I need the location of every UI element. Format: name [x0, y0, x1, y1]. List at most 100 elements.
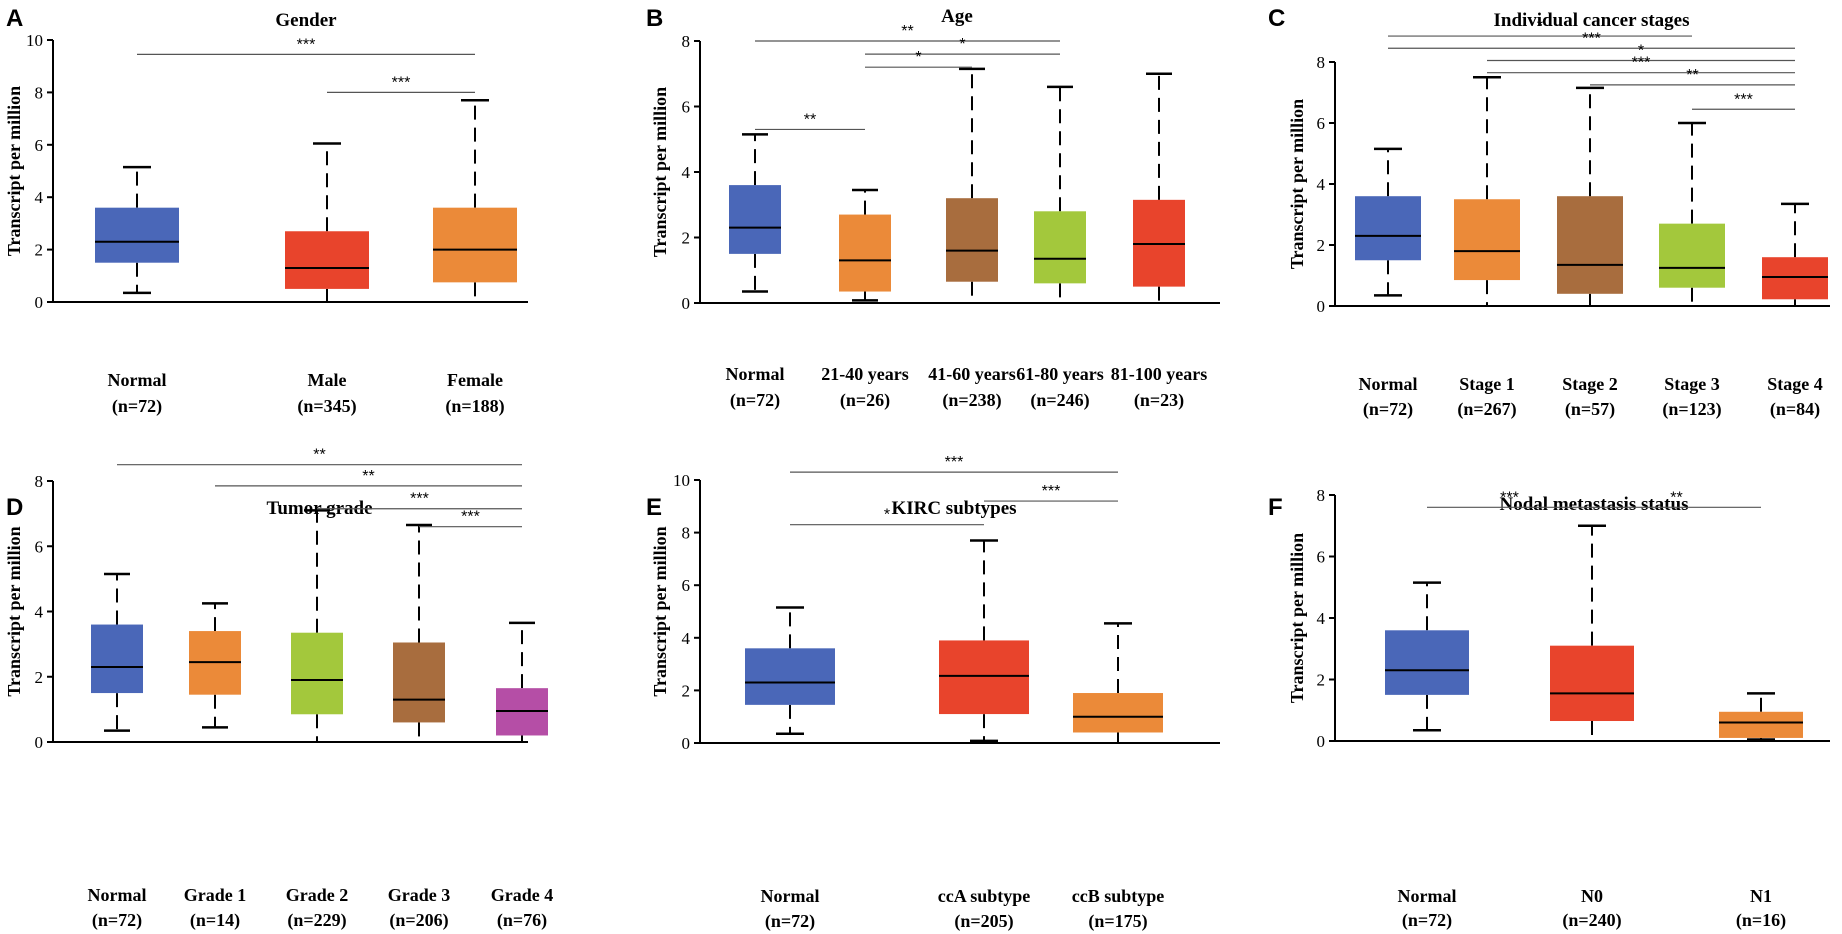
sample-size-label: (n=229)	[287, 910, 346, 931]
sample-size-label: (n=72)	[92, 910, 142, 931]
category-label: Stage 3	[1664, 374, 1720, 394]
iqr-box	[939, 640, 1029, 715]
sample-size-label: (n=72)	[765, 911, 815, 932]
panel-title: Nodal metastasis status	[1500, 494, 1689, 515]
box-stage-4	[1762, 202, 1828, 306]
category-label: 41-60 years	[928, 364, 1015, 384]
sample-size-label: (n=345)	[297, 396, 356, 417]
iqr-box	[291, 632, 343, 715]
panel-letter: F	[1268, 494, 1283, 521]
panel-F: F Nodal metastasis status Transcript per m…	[1268, 486, 1830, 931]
sample-size-label: (n=72)	[730, 390, 780, 411]
sample-size-label: (n=26)	[840, 390, 890, 411]
significance-label: *	[915, 49, 921, 66]
y-tick-label: 4	[1317, 175, 1326, 194]
sample-size-label: (n=14)	[190, 910, 240, 931]
y-tick-label: 10	[673, 471, 690, 490]
box-normal	[95, 165, 179, 295]
panel-letter: C	[1268, 5, 1285, 32]
y-tick-label: 6	[682, 98, 691, 117]
category-label: N1	[1750, 886, 1772, 906]
category-label: Grade 3	[388, 885, 451, 905]
panel-C: C Individual cancer stages Transcript per …	[1268, 5, 1830, 420]
y-tick-label: 4	[682, 163, 691, 182]
significance-label: ***	[1734, 91, 1753, 108]
box-n0	[1550, 524, 1634, 741]
y-tick-label: 6	[35, 136, 44, 155]
iqr-box	[91, 624, 143, 694]
y-tick-label: 0	[1317, 732, 1326, 751]
y-tick-label: 0	[35, 293, 44, 312]
box-stage-1	[1454, 76, 1520, 306]
iqr-box	[839, 214, 891, 292]
sample-size-label: (n=240)	[1562, 910, 1621, 931]
sample-size-label: (n=84)	[1770, 399, 1820, 420]
sample-size-label: (n=238)	[942, 390, 1001, 411]
y-tick-label: 6	[1317, 548, 1326, 567]
y-tick-label: 8	[682, 32, 691, 51]
significance-label: **	[313, 447, 325, 464]
iqr-box	[393, 642, 445, 723]
iqr-box	[285, 231, 369, 289]
box-normal	[1385, 581, 1469, 732]
category-label: 21-40 years	[821, 364, 908, 384]
panel-letter: A	[6, 5, 23, 32]
y-axis-label: Transcript per million	[4, 86, 24, 256]
significance-label: **	[1686, 67, 1698, 84]
sample-size-label: (n=16)	[1736, 910, 1786, 931]
y-tick-label: 6	[682, 576, 691, 595]
significance-label: **	[901, 23, 913, 40]
panel-A: A Gender Transcript per million 0 2 4 6 8 10 Norm…	[4, 5, 528, 417]
significance-label: ***	[392, 74, 411, 91]
y-axis-label: Transcript per million	[650, 87, 670, 257]
panel-E: E KIRC subtypes Transcript per million 0 2 4 6…	[646, 454, 1220, 932]
iqr-box	[1550, 645, 1634, 722]
y-axis-label: Transcript per million	[1287, 533, 1307, 703]
y-tick-label: 2	[35, 668, 44, 687]
significance-label: ***	[410, 491, 429, 508]
panel-B: B Age Transcript per million 0 2 4 6 8 Normal (n=…	[646, 5, 1220, 411]
box-ccb-subtype	[1073, 622, 1163, 743]
box-stage-3	[1659, 121, 1725, 306]
y-tick-label: 0	[682, 734, 691, 753]
significance-label: **	[1670, 489, 1682, 506]
y-tick-label: 4	[35, 603, 44, 622]
iqr-box	[946, 198, 998, 282]
y-axis-label: Transcript per million	[650, 526, 670, 696]
box-81-100-years	[1133, 72, 1185, 303]
category-label: Stage 1	[1459, 374, 1515, 394]
sample-size-label: (n=123)	[1662, 399, 1721, 420]
y-axis-label: Transcript per million	[4, 526, 24, 696]
box-normal	[729, 133, 781, 293]
iqr-box	[1557, 196, 1623, 294]
sample-size-label: (n=175)	[1088, 911, 1147, 932]
significance-label: **	[362, 468, 374, 485]
box-stage-2	[1557, 86, 1623, 306]
category-label: Stage 4	[1767, 374, 1823, 394]
box-grade-4	[496, 621, 548, 742]
y-tick-label: 2	[1317, 236, 1326, 255]
significance-label: ***	[1632, 55, 1651, 72]
y-tick-label: 6	[35, 537, 44, 556]
sample-size-label: (n=57)	[1565, 399, 1615, 420]
category-label: Female	[447, 370, 503, 390]
iqr-box	[1385, 630, 1469, 695]
significance-label: *	[959, 36, 965, 53]
y-tick-label: 8	[1317, 53, 1326, 72]
panel-letter: D	[6, 494, 23, 521]
category-label: Normal	[726, 364, 785, 384]
y-tick-label: 8	[682, 524, 691, 543]
y-tick-label: 0	[682, 294, 691, 313]
category-label: ccA subtype	[938, 886, 1031, 906]
significance-label: ***	[945, 454, 964, 471]
box-normal	[1355, 147, 1421, 297]
category-label: Grade 4	[491, 885, 554, 905]
category-label: Normal	[761, 886, 820, 906]
y-tick-label: 10	[26, 31, 43, 50]
y-tick-label: 2	[1317, 671, 1326, 690]
category-label: 61-80 years	[1016, 364, 1103, 384]
panel-letter: E	[646, 494, 662, 521]
sample-size-label: (n=23)	[1134, 390, 1184, 411]
significance-label: ***	[461, 509, 480, 526]
